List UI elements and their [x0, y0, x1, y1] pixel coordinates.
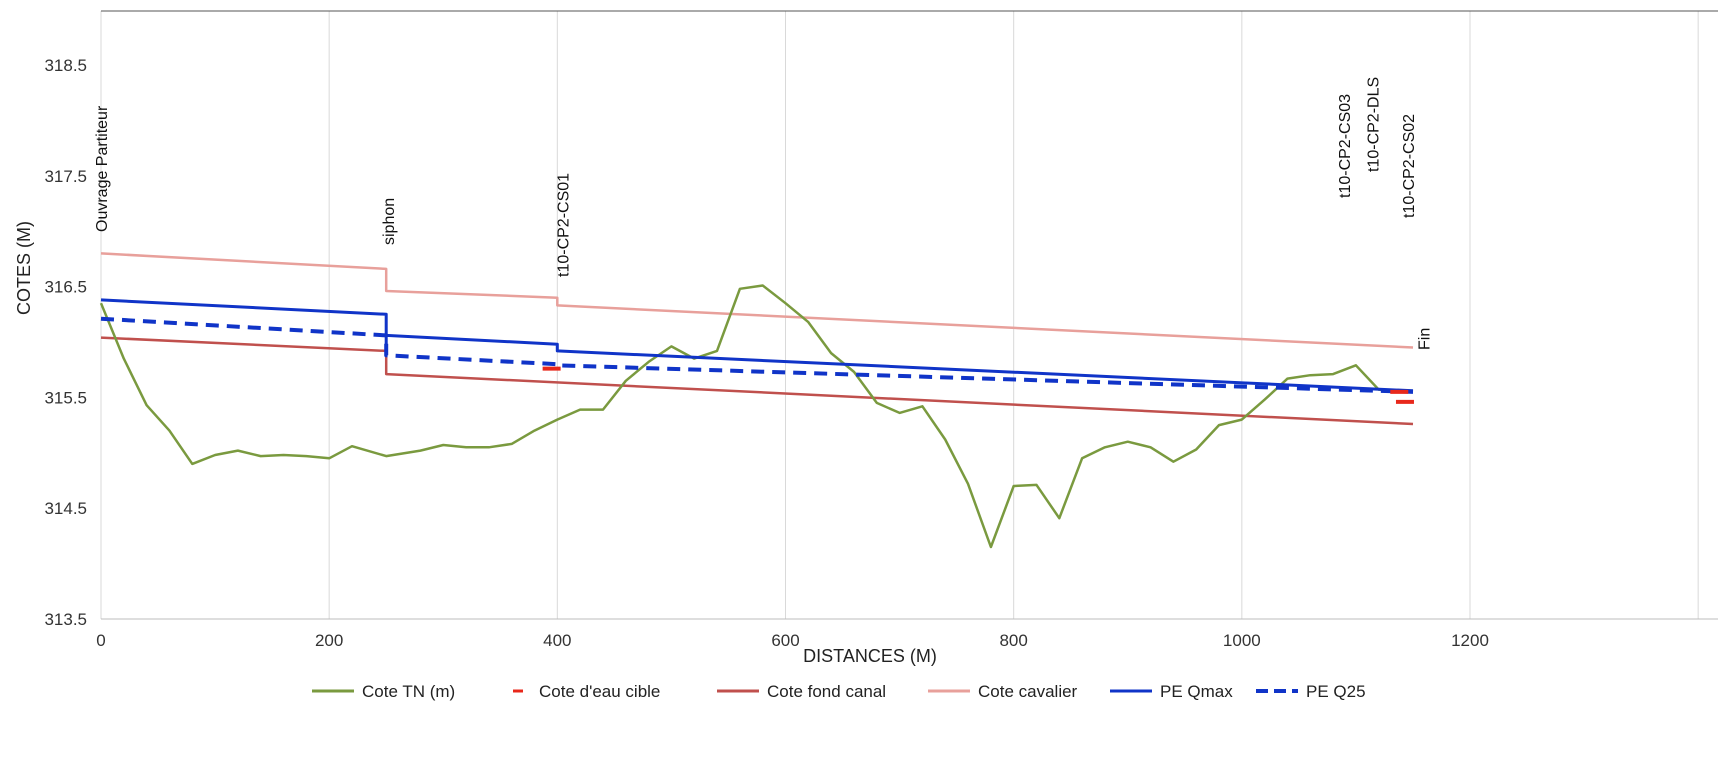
annotations: Ouvrage Partiteur siphon t10-CP2-CS01 t10-C…: [94, 77, 1433, 350]
series-line: [100, 316, 1414, 394]
legend-label: Cote d'eau cible: [539, 682, 660, 701]
legend-label: PE Q25: [1306, 682, 1366, 701]
legend-item: Cote d'eau cible: [513, 682, 660, 701]
x-tick-label: 600: [771, 631, 799, 650]
legend-item: Cote fond canal: [717, 682, 886, 701]
y-tick-label: 315.5: [44, 388, 87, 407]
y-tick-label: 317.5: [44, 167, 87, 186]
annotation-label: t10-CP2-CS02: [1401, 114, 1418, 218]
y-tick-label: 316.5: [44, 278, 87, 297]
x-tick-label: 400: [543, 631, 571, 650]
x-tick-label: 0: [96, 631, 105, 650]
tick-labels: 0 200 400 600 800 1000 1200 313.5 314.5 315.5 316.…: [44, 56, 1488, 650]
y-axis-title: COTES (M): [14, 221, 34, 315]
annotation-label: siphon: [381, 198, 398, 245]
legend-label: Cote fond canal: [767, 682, 886, 701]
legend-label: Cote cavalier: [978, 682, 1078, 701]
x-tick-label: 200: [315, 631, 343, 650]
legend-label: PE Qmax: [1160, 682, 1233, 701]
x-tick-label: 1000: [1223, 631, 1261, 650]
legend: Cote TN (m) Cote d'eau cible Cote fond can…: [312, 682, 1366, 701]
y-tick-label: 318.5: [44, 56, 87, 75]
legend-item: PE Qmax: [1110, 682, 1233, 701]
annotation-label: Fin: [1416, 328, 1433, 350]
series-line: [100, 252, 1414, 349]
x-tick-label: 800: [999, 631, 1027, 650]
y-tick-label: 313.5: [44, 610, 87, 629]
legend-item: PE Q25: [1256, 682, 1366, 701]
legend-label: Cote TN (m): [362, 682, 455, 701]
series-line: [100, 298, 1414, 393]
annotation-label: t10-CP2-DLS: [1365, 77, 1382, 172]
legend-item: Cote cavalier: [928, 682, 1078, 701]
grid-layer: [100, 11, 1699, 619]
annotation-label: t10-CP2-CS03: [1337, 94, 1354, 198]
axes-layer: [101, 10, 1718, 620]
x-tick-label: 1200: [1451, 631, 1489, 650]
series-line: [100, 336, 1414, 426]
annotation-label: t10-CP2-CS01: [555, 173, 572, 277]
x-axis-title: DISTANCES (M): [803, 646, 937, 666]
legend-item: Cote TN (m): [312, 682, 455, 701]
y-tick-label: 314.5: [44, 499, 87, 518]
series-layer: [99, 252, 1414, 549]
series-line: [99, 284, 1413, 549]
annotation-label: Ouvrage Partiteur: [94, 105, 111, 232]
